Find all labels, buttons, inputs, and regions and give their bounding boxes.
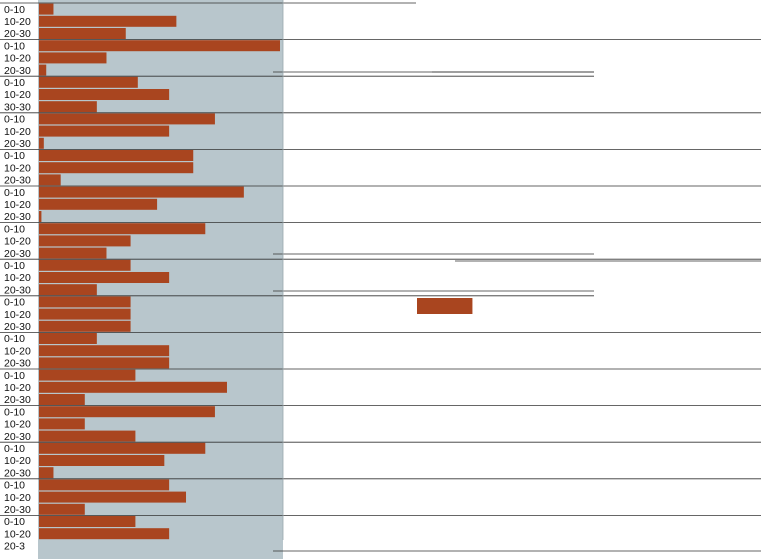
row-label: 20-30 [4, 321, 31, 333]
row-label: 10-20 [4, 309, 31, 321]
row-label: 20-30 [4, 211, 31, 223]
bar-g12-r1 [39, 406, 215, 418]
row-label: 0-10 [4, 114, 25, 126]
bar-g2-r2 [39, 52, 107, 64]
bar-g6-r1 [39, 186, 244, 198]
row-label: 20-3 [4, 541, 25, 553]
row-label: 0-10 [4, 443, 25, 455]
row-label: 10-20 [4, 53, 31, 65]
bar-g4-r2 [39, 125, 170, 137]
bar-g4-r1 [39, 113, 215, 125]
bar-g3-r1 [39, 76, 138, 88]
row-label: 10-20 [4, 272, 31, 284]
row-label: 10-20 [4, 199, 31, 211]
row-label: 0-10 [4, 516, 25, 528]
row-label: 10-20 [4, 455, 31, 467]
row-label: 30-30 [4, 101, 31, 113]
bar-g14-r2 [39, 491, 187, 503]
row-label: 20-30 [4, 358, 31, 370]
row-label: 10-20 [4, 16, 31, 28]
row-label: 20-30 [4, 65, 31, 77]
row-label: 10-20 [4, 528, 31, 540]
bar-g11-r1 [39, 369, 136, 381]
row-label: 20-30 [4, 28, 31, 40]
row-label: 0-10 [4, 4, 25, 16]
row-label: 20-30 [4, 431, 31, 443]
row-label: 0-10 [4, 480, 25, 492]
bar-g13-r1 [39, 442, 206, 454]
bar-g7-r2 [39, 235, 131, 247]
bar-g8-r1 [39, 259, 131, 271]
row-label: 10-20 [4, 492, 31, 504]
bar-g10-r2 [39, 345, 170, 357]
bar-g4-r3 [39, 137, 44, 149]
row-label: 10-20 [4, 236, 31, 248]
bar-g7-r3 [39, 247, 107, 259]
bar-g7-r1 [39, 223, 206, 235]
bar-g8-r2 [39, 272, 170, 283]
row-label: 20-30 [4, 394, 31, 406]
row-label: 0-10 [4, 223, 25, 235]
row-label: 0-10 [4, 406, 25, 418]
row-label: 0-10 [4, 40, 25, 52]
row-label: 0-10 [4, 297, 25, 309]
row-label: 20-30 [4, 504, 31, 516]
row-label: 10-20 [4, 345, 31, 357]
row-label: 0-10 [4, 187, 25, 199]
extra-bar [417, 298, 473, 314]
row-label: 20-30 [4, 138, 31, 150]
bar-g14-r1 [39, 479, 170, 491]
row-label: 0-10 [4, 370, 25, 382]
row-label: 10-20 [4, 382, 31, 394]
row-label: 20-30 [4, 284, 31, 296]
bar-g12-r2 [39, 418, 85, 430]
bar-g15-r2 [39, 528, 170, 540]
row-label: 0-10 [4, 77, 25, 89]
bar-g8-r3 [39, 284, 97, 296]
row-label: 0-10 [4, 150, 25, 162]
bar-g10-r3 [39, 357, 170, 369]
bar-g3-r3 [39, 101, 97, 113]
row-label: 10-20 [4, 89, 31, 101]
bar-g6-r3 [39, 211, 42, 222]
row-label: 20-30 [4, 248, 31, 260]
bar-g2-r3 [39, 64, 47, 76]
row-label: 10-20 [4, 162, 31, 174]
bar-g5-r2 [39, 162, 194, 174]
bar-g5-r1 [39, 150, 194, 161]
bar-g9-r1 [39, 296, 131, 308]
bar-g15-r1 [39, 516, 136, 527]
bar-g11-r2 [39, 381, 227, 393]
row-label: 0-10 [4, 333, 25, 345]
bar-g3-r2 [39, 89, 170, 100]
bar-g13-r3 [39, 467, 54, 479]
bar-g14-r3 [39, 503, 85, 515]
bar-g1-r2 [39, 15, 177, 27]
row-label: 10-20 [4, 419, 31, 431]
bar-g11-r3 [39, 394, 85, 405]
bar-g1-r1 [39, 3, 54, 15]
bar-g12-r3 [39, 430, 136, 442]
bar-g9-r2 [39, 308, 131, 320]
bar-g13-r2 [39, 455, 165, 466]
row-label: 20-30 [4, 175, 31, 187]
bar-g5-r3 [39, 174, 61, 186]
bar-g9-r3 [39, 320, 131, 332]
label-column [0, 0, 38, 559]
bar-g10-r1 [39, 333, 97, 344]
row-label: 20-30 [4, 467, 31, 479]
row-label: 10-20 [4, 126, 31, 138]
row-label: 0-10 [4, 260, 25, 272]
bar-g2-r1 [39, 40, 280, 52]
bar-g6-r2 [39, 198, 158, 210]
bar-g1-r3 [39, 28, 126, 39]
